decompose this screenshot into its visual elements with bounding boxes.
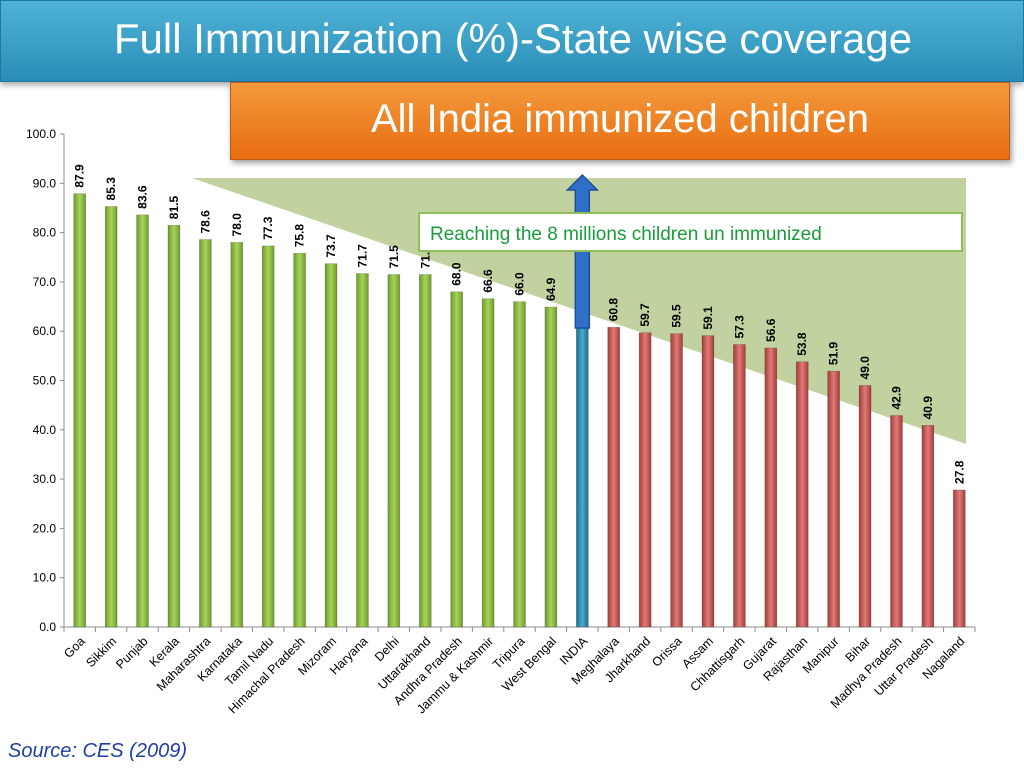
bar-meghalaya — [607, 326, 621, 628]
data-label: 77.3 — [261, 216, 275, 240]
bar-nagaland — [952, 489, 966, 628]
category-label: Orissa — [649, 634, 684, 669]
y-tick-label: 10.0 — [33, 571, 57, 585]
category-label: Goa — [61, 634, 88, 661]
data-label: 87.9 — [73, 164, 87, 188]
bar-karnataka — [230, 242, 244, 628]
data-label: 40.9 — [921, 396, 935, 420]
bar-jammu-kashmir — [481, 298, 495, 628]
bar-madhya-pradesh — [890, 415, 903, 628]
data-label: 73.7 — [324, 234, 338, 258]
bar-punjab — [136, 214, 149, 628]
bar-sikkim — [104, 206, 118, 628]
source-note: Source: CES (2009) — [8, 740, 187, 762]
bar-delhi — [387, 274, 401, 628]
data-label: 68.0 — [450, 262, 464, 286]
data-label: 66.0 — [513, 272, 527, 296]
bar-india — [576, 325, 589, 628]
y-tick-label: 100.0 — [26, 127, 56, 141]
data-label: 75.8 — [293, 224, 307, 248]
y-tick-label: 90.0 — [33, 176, 57, 190]
bar-orissa — [670, 333, 683, 628]
page-title: Full Immunization (%)-State wise coverag… — [113, 15, 913, 62]
bar-jharkhand — [638, 332, 652, 628]
bar-maharashtra — [199, 239, 212, 628]
data-label: 59.5 — [670, 304, 684, 328]
bar-bihar — [858, 385, 872, 628]
bar-kerala — [167, 224, 181, 628]
bar-uttarakhand — [418, 274, 432, 628]
data-label: 60.8 — [607, 298, 621, 322]
bar-west-bengal — [544, 306, 558, 628]
data-label: 42.9 — [889, 386, 903, 410]
bar-assam — [701, 335, 715, 628]
y-tick-label: 60.0 — [33, 324, 57, 338]
data-label: 51.9 — [827, 341, 841, 365]
bar-rajasthan — [795, 361, 809, 628]
data-label: 57.3 — [732, 315, 746, 339]
bar-andhra-pradesh — [450, 291, 463, 628]
bar-gujarat — [764, 347, 778, 628]
data-label: 59.1 — [701, 306, 715, 330]
bar-chhattisgarh — [733, 344, 746, 628]
bar-tamil-nadu — [261, 245, 275, 628]
bar-mizoram — [324, 263, 338, 628]
data-label: 71.5 — [387, 245, 401, 269]
data-label: 27.8 — [952, 460, 966, 484]
y-tick-label: 70.0 — [33, 275, 57, 289]
data-label: 49.0 — [858, 356, 872, 380]
bar-uttar-pradesh — [921, 425, 935, 628]
y-tick-label: 80.0 — [33, 226, 57, 240]
data-label: 85.3 — [104, 177, 118, 201]
y-tick-label: 30.0 — [33, 472, 57, 486]
annotation-box: Reaching the 8 millions children un immu… — [418, 212, 963, 252]
data-label: 66.6 — [481, 269, 495, 293]
category-label: Sikkim — [83, 634, 119, 670]
callout-text: All India immunized children — [370, 97, 869, 141]
bar-manipur — [827, 370, 840, 628]
data-label: 78.6 — [198, 210, 212, 234]
data-label: 56.6 — [764, 318, 778, 342]
data-label: 78.0 — [230, 213, 244, 237]
annotation-text: Reaching the 8 millions children un immu… — [430, 224, 822, 245]
y-tick-label: 50.0 — [33, 374, 57, 388]
bar-himachal-pradesh — [293, 253, 306, 628]
data-label: 53.8 — [795, 332, 809, 356]
data-label: 81.5 — [167, 196, 181, 220]
bar-haryana — [356, 273, 369, 628]
bar-tripura — [513, 301, 526, 628]
category-label: Punjab — [113, 634, 150, 671]
data-label: 64.9 — [544, 277, 558, 301]
y-tick-label: 40.0 — [33, 423, 57, 437]
y-tick-label: 20.0 — [33, 521, 57, 535]
data-label: 83.6 — [136, 185, 150, 209]
bar-goa — [73, 193, 87, 628]
y-tick-label: 0.0 — [39, 620, 56, 634]
data-label: 71.7 — [355, 244, 369, 268]
data-label: 59.7 — [638, 303, 652, 327]
callout-banner: All India immunized children — [230, 82, 1010, 160]
title-bar: Full Immunization (%)-State wise coverag… — [0, 0, 1024, 82]
